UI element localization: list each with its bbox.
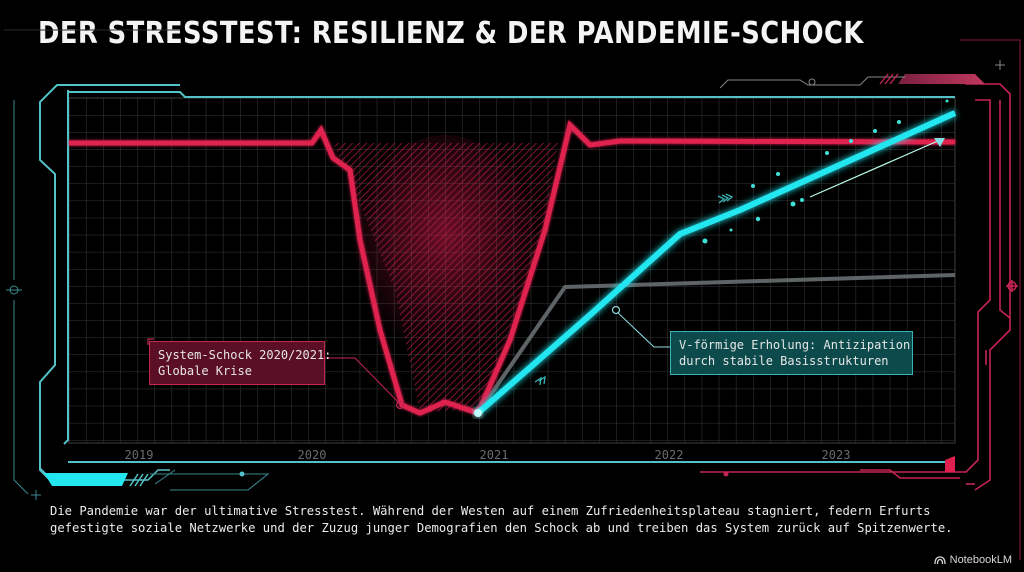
brand-label: NotebookLM	[949, 554, 1012, 566]
caption: Die Pandemie war der ultimative Stresste…	[50, 503, 1010, 537]
particles	[702, 99, 949, 244]
series-red-baseline	[69, 120, 956, 417]
red-slashes	[879, 73, 899, 85]
x-tick-2019: 2019	[124, 448, 154, 462]
page-title: DER STRESSTEST: RESILIENZ & DER PANDEMIE…	[38, 16, 864, 51]
cyan-accent-bar	[44, 473, 128, 486]
annotation-recovery: V-förmige Erholung: Antizipation durch s…	[670, 331, 913, 375]
annotation-shock-line2: Globale Krise	[158, 364, 252, 378]
red-top-accent-bar	[898, 74, 985, 84]
red-corner-accent	[945, 456, 955, 472]
shock-area	[333, 135, 558, 415]
top-right-traces	[719, 60, 1005, 89]
x-tick-2020: 2020	[297, 448, 327, 462]
annotation-shock: System-Schock 2020/2021: Globale Krise	[149, 341, 332, 385]
x-tick-2023: 2023	[821, 448, 851, 462]
frame-left-cyan	[39, 84, 955, 481]
trace-node	[239, 471, 245, 477]
annotation-recovery-line1: V-förmige Erholung: Antizipation	[679, 338, 911, 352]
caption-line2: gefestigte soziale Netzwerke und der Zuz…	[50, 521, 953, 535]
x-tick-2021: 2021	[479, 448, 509, 462]
chevron-icons	[534, 193, 734, 386]
series-west-plateau	[476, 273, 956, 415]
annotation-recovery-line2: durch stabile Basisstrukturen	[679, 354, 889, 368]
circuit-traces-left	[4, 29, 270, 500]
caption-line1: Die Pandemie war der ultimative Stresste…	[50, 504, 931, 518]
x-tick-2022: 2022	[654, 448, 684, 462]
brand-watermark: NotebookLM	[933, 554, 1012, 566]
notebooklm-logo-icon	[933, 556, 946, 565]
annotation-shock-line1: System-Schock 2020/2021:	[158, 348, 332, 362]
cyan-slashes	[129, 473, 149, 487]
frame-right-red	[700, 39, 1021, 560]
trend-arrow	[809, 138, 945, 198]
series-erfurt-recovery	[476, 110, 957, 416]
